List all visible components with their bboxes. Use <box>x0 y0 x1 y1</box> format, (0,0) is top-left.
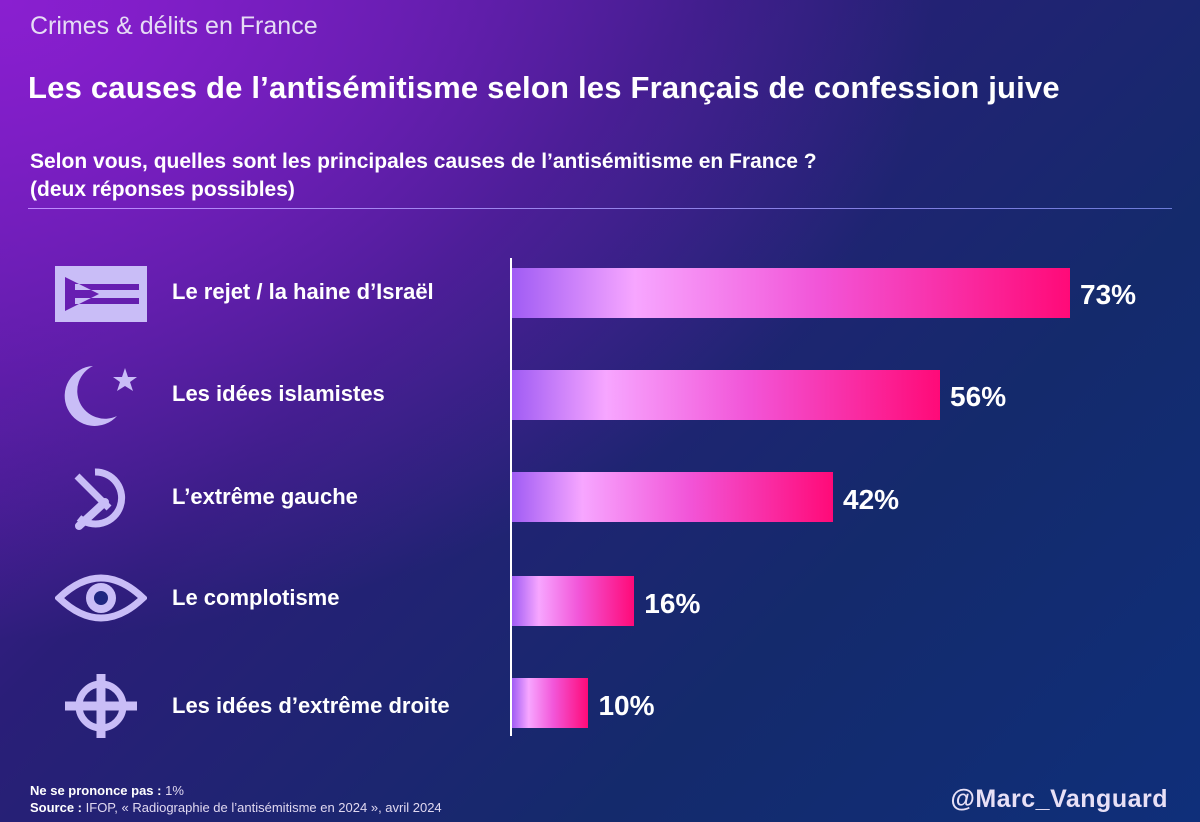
crescent-star-icon <box>55 362 147 426</box>
source-text: IFOP, « Radiographie de l’antisémitisme … <box>85 800 442 815</box>
bar <box>512 678 589 728</box>
bar-label: Les idées islamistes <box>172 381 385 406</box>
question: Selon vous, quelles sont les principales… <box>30 148 817 204</box>
eye-icon <box>55 566 147 630</box>
bar-value: 10% <box>598 690 655 721</box>
bar-value: 16% <box>644 588 701 619</box>
question-line-2: (deux réponses possibles) <box>30 178 295 201</box>
bar-value: 56% <box>950 381 1007 412</box>
bar <box>512 576 635 626</box>
bar-label: Le complotisme <box>172 585 340 610</box>
bar <box>512 370 941 420</box>
question-line-1: Selon vous, quelles sont les principales… <box>30 150 817 173</box>
author-handle: @Marc_Vanguard <box>950 785 1168 813</box>
source-label: Source : <box>30 800 83 815</box>
source-note: Source : IFOP, « Radiographie de l’antis… <box>30 800 442 815</box>
kicker: Crimes & délits en France <box>30 12 318 40</box>
bar <box>512 472 834 522</box>
israel-flag-icon <box>55 262 147 326</box>
hammer-sickle-icon <box>55 466 147 530</box>
bar-label: L’extrême gauche <box>172 484 358 509</box>
no-answer-value: 1% <box>165 783 184 798</box>
divider <box>28 208 1172 209</box>
bar-label: Le rejet / la haine d’Israël <box>172 279 434 304</box>
bar-value: 42% <box>843 484 900 515</box>
no-answer-label: Ne se prononce pas : <box>30 783 162 798</box>
chart-axis <box>510 258 512 736</box>
no-answer-note: Ne se prononce pas : 1% <box>30 783 184 798</box>
page-title: Les causes de l’antisémitisme selon les … <box>28 70 1060 105</box>
celtic-cross-icon <box>55 674 147 738</box>
bar-value: 73% <box>1080 279 1137 310</box>
bar <box>512 268 1070 318</box>
bar-label: Les idées d’extrême droite <box>172 693 450 718</box>
